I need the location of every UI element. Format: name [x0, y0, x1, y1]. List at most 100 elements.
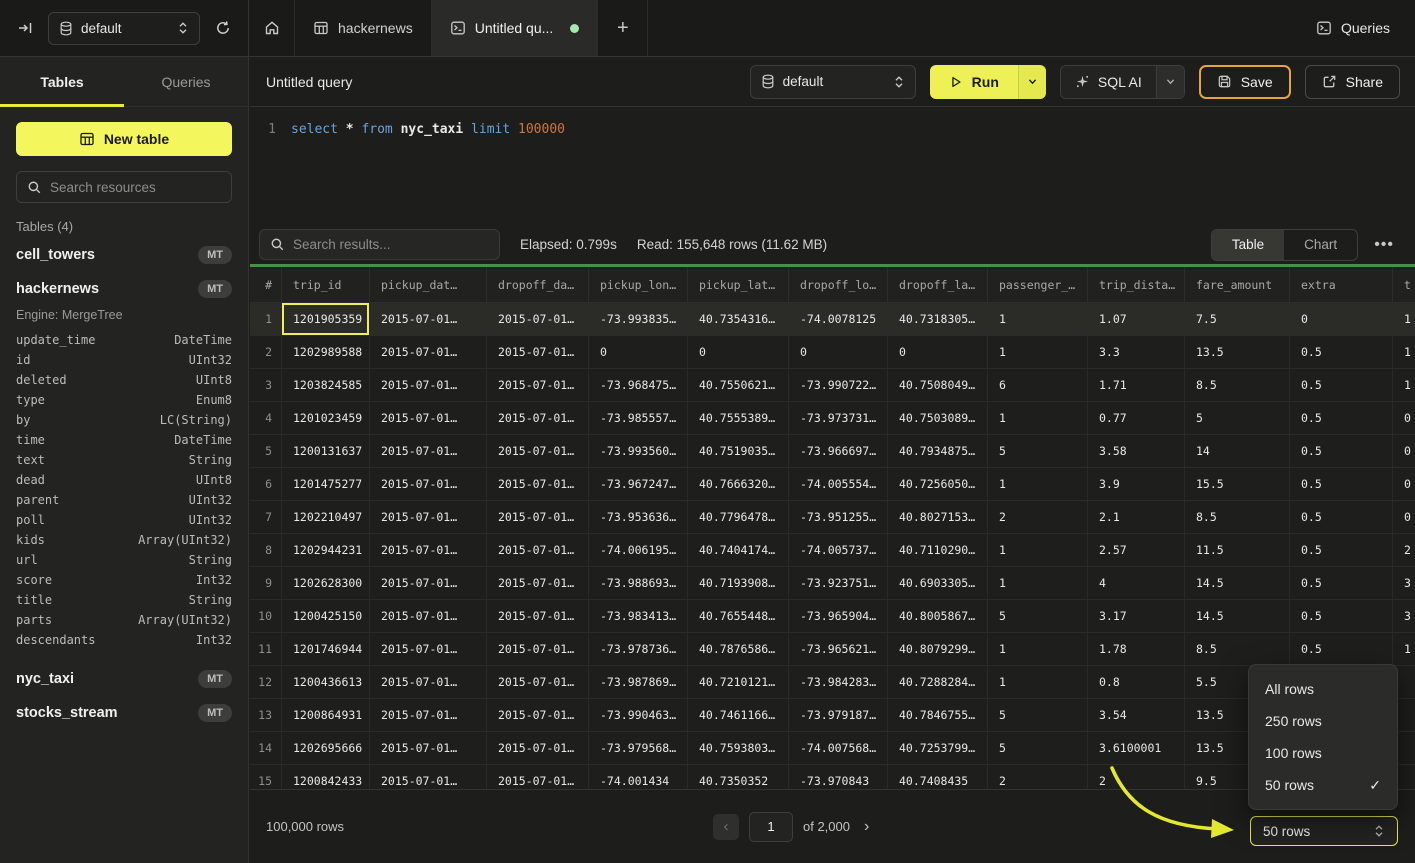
table-cell[interactable]: 1200864931 [282, 699, 370, 731]
new-tab-button[interactable]: + [598, 0, 649, 56]
table-cell[interactable]: 2015-07-01… [487, 336, 589, 368]
table-cell[interactable]: -73.967247… [589, 468, 688, 500]
table-cell[interactable]: -73.951255… [789, 501, 888, 533]
table-cell[interactable]: 40.7593803… [688, 732, 789, 764]
sidebar-table-cell_towers[interactable]: cell_towers MT [0, 238, 248, 272]
column-header-t[interactable]: t [1393, 267, 1415, 302]
table-cell[interactable]: 1201023459 [282, 402, 370, 434]
table-cell[interactable]: 1200425150 [282, 600, 370, 632]
column-header-trip_id[interactable]: trip_id [282, 267, 370, 302]
table-cell[interactable]: 2 [988, 501, 1088, 533]
table-cell[interactable]: 0 [1393, 402, 1415, 434]
table-cell[interactable]: 40.7876586… [688, 633, 789, 665]
table-cell[interactable]: 2 [1088, 765, 1185, 789]
table-cell[interactable]: 1203824585 [282, 369, 370, 401]
results-search[interactable] [259, 229, 500, 260]
sql-ai-options-button[interactable] [1155, 65, 1184, 98]
table-cell[interactable]: 2015-07-01… [370, 303, 487, 335]
table-cell[interactable]: 8.5 [1185, 501, 1290, 533]
table-cell[interactable]: 5 [988, 699, 1088, 731]
save-button[interactable]: Save [1198, 64, 1291, 99]
table-cell[interactable]: 40.7256050… [888, 468, 988, 500]
table-cell[interactable]: 2015-07-01… [370, 336, 487, 368]
table-cell[interactable]: 1200842433 [282, 765, 370, 789]
sidebar-table-nyc_taxi[interactable]: nyc_taxi MT [0, 662, 248, 696]
table-cell[interactable]: 2015-07-01… [487, 633, 589, 665]
table-cell[interactable]: -73.978736… [589, 633, 688, 665]
column-header-passenger_[interactable]: passenger_… [988, 267, 1088, 302]
table-cell[interactable]: 1202944231 [282, 534, 370, 566]
column-header-trip_dista[interactable]: trip_dista… [1088, 267, 1185, 302]
table-cell[interactable]: 3.17 [1088, 600, 1185, 632]
table-cell[interactable]: 2015-07-01… [487, 369, 589, 401]
sql-editor[interactable]: 1 select * from nyc_taxi limit 100000 [250, 107, 1415, 225]
table-cell[interactable]: 40.7655448… [688, 600, 789, 632]
table-cell[interactable]: 40.7110290… [888, 534, 988, 566]
table-cell[interactable]: 2015-07-01… [370, 765, 487, 789]
table-cell[interactable]: 40.8079299… [888, 633, 988, 665]
previous-page-button[interactable]: ‹ [713, 813, 739, 840]
table-cell[interactable]: 40.7318305… [888, 303, 988, 335]
row-number-cell[interactable]: 4 [250, 402, 282, 434]
menu-item-50-rows[interactable]: 50 rows ✓ [1249, 769, 1397, 801]
table-cell[interactable]: 8.5 [1185, 369, 1290, 401]
table-cell[interactable]: -73.993835… [589, 303, 688, 335]
table-cell[interactable]: -73.966697… [789, 435, 888, 467]
table-cell[interactable]: 2.57 [1088, 534, 1185, 566]
run-options-button[interactable] [1017, 64, 1046, 99]
table-cell[interactable]: -73.973731… [789, 402, 888, 434]
query-database-selector[interactable]: default [749, 64, 916, 99]
table-cell[interactable]: 1.07 [1088, 303, 1185, 335]
table-cell[interactable]: -73.983413… [589, 600, 688, 632]
resource-search-input[interactable] [50, 179, 221, 195]
table-cell[interactable]: 40.7210121… [688, 666, 789, 698]
row-number-cell[interactable]: 9 [250, 567, 282, 599]
table-cell[interactable]: 1.78 [1088, 633, 1185, 665]
table-cell[interactable]: 1 [988, 402, 1088, 434]
menu-item-all-rows[interactable]: All rows [1249, 673, 1397, 705]
table-cell[interactable]: 4 [1088, 567, 1185, 599]
table-cell[interactable]: 1202210497 [282, 501, 370, 533]
column-header-fare_amount[interactable]: fare_amount [1185, 267, 1290, 302]
column-header-pickup_lat[interactable]: pickup_lat… [688, 267, 789, 302]
table-cell[interactable]: 0.5 [1290, 468, 1393, 500]
table-cell[interactable]: 40.7354316… [688, 303, 789, 335]
table-cell[interactable]: 2015-07-01… [487, 765, 589, 789]
row-number-cell[interactable]: 1 [250, 303, 282, 335]
page-size-select[interactable]: 50 rows [1250, 816, 1398, 846]
table-cell[interactable]: 2015-07-01… [370, 633, 487, 665]
table-cell[interactable]: 0 [1393, 435, 1415, 467]
table-cell[interactable]: 2015-07-01… [370, 534, 487, 566]
table-cell[interactable]: -73.923751… [789, 567, 888, 599]
table-cell[interactable]: 1 [1393, 633, 1415, 665]
table-cell[interactable]: 0.5 [1290, 369, 1393, 401]
table-cell[interactable]: 2015-07-01… [487, 666, 589, 698]
table-cell[interactable]: 40.7666320… [688, 468, 789, 500]
table-cell[interactable]: 1200131637 [282, 435, 370, 467]
table-cell[interactable]: -73.990463… [589, 699, 688, 731]
table-cell[interactable]: 40.7461166… [688, 699, 789, 731]
table-cell[interactable]: 3.6100001 [1088, 732, 1185, 764]
row-number-cell[interactable]: 6 [250, 468, 282, 500]
table-cell[interactable]: 2015-07-01… [487, 402, 589, 434]
table-cell[interactable]: 40.7193908… [688, 567, 789, 599]
table-cell[interactable]: 0 [1393, 468, 1415, 500]
table-cell[interactable]: 0.77 [1088, 402, 1185, 434]
table-cell[interactable]: 14 [1185, 435, 1290, 467]
table-cell[interactable]: 1201746944 [282, 633, 370, 665]
row-number-cell[interactable]: 11 [250, 633, 282, 665]
column-header-row-number[interactable]: # [250, 267, 282, 302]
table-cell[interactable]: 0.5 [1290, 402, 1393, 434]
table-cell[interactable]: 1 [988, 633, 1088, 665]
table-cell[interactable]: 5 [988, 732, 1088, 764]
table-cell[interactable]: 0.5 [1290, 567, 1393, 599]
table-cell[interactable]: -73.979187… [789, 699, 888, 731]
table-cell[interactable]: 5 [1185, 402, 1290, 434]
expand-sidebar-icon[interactable] [12, 15, 38, 41]
new-table-button[interactable]: New table [16, 122, 232, 156]
sql-ai-button[interactable]: SQL AI [1060, 65, 1156, 98]
queries-button[interactable]: Queries [1316, 0, 1415, 56]
row-number-cell[interactable]: 13 [250, 699, 282, 731]
table-cell[interactable]: 1 [988, 468, 1088, 500]
table-cell[interactable]: 11.5 [1185, 534, 1290, 566]
